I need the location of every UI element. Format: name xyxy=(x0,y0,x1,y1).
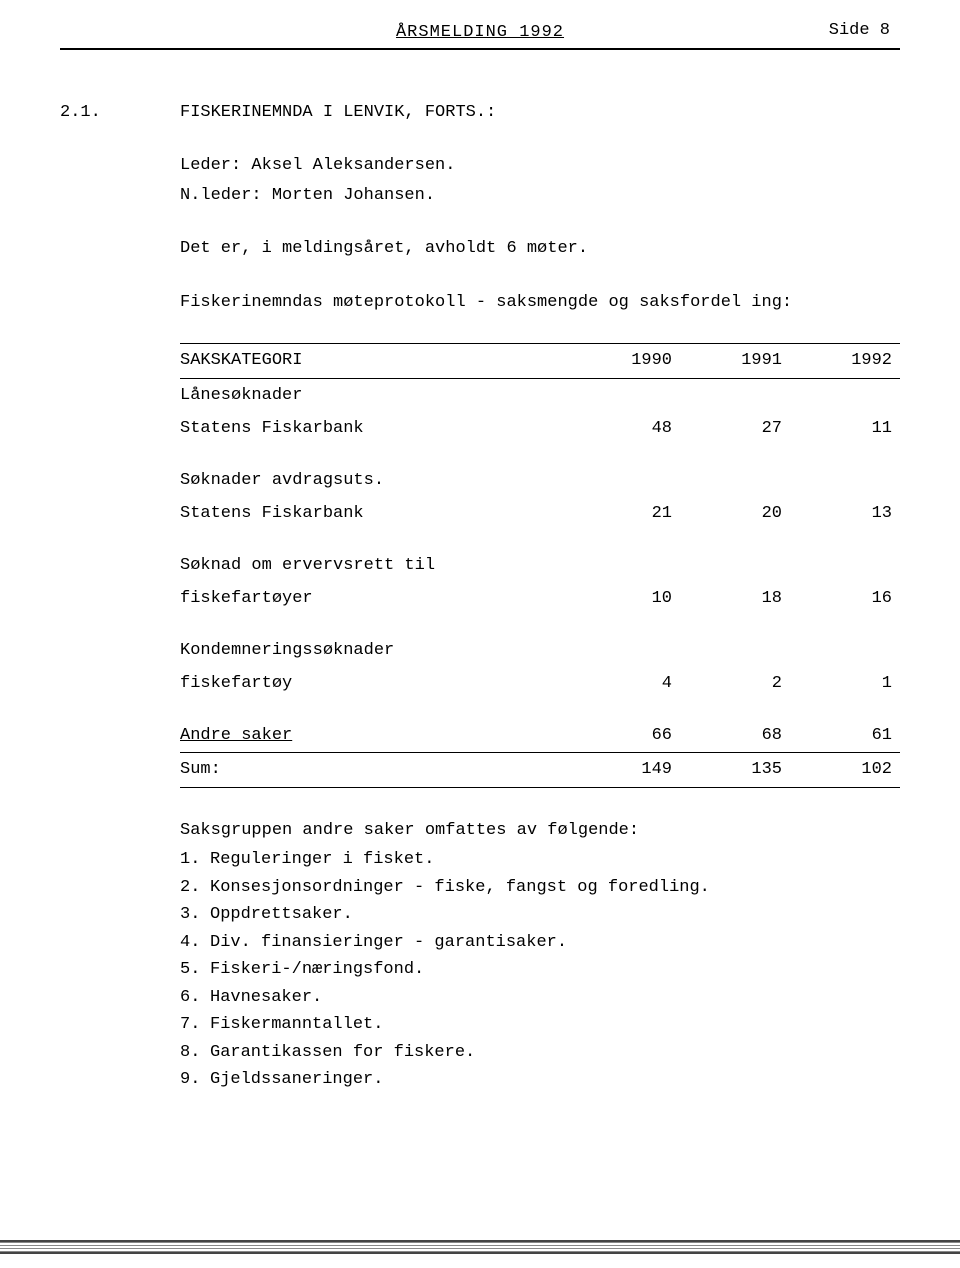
list-item-text: Fiskeri-/næringsfond. xyxy=(210,957,424,983)
list-item-number: 1. xyxy=(180,847,210,873)
list-item: 7.Fiskermanntallet. xyxy=(180,1012,900,1038)
table-row: Statens Fiskarbank 48 27 11 xyxy=(180,412,900,446)
header-title: ÅRSMELDING 1992 xyxy=(60,20,900,46)
table-row: Søknad om ervervsrett til xyxy=(180,549,900,583)
list-item-text: Havnesaker. xyxy=(210,985,322,1011)
nleder-line: N.leder: Morten Johansen. xyxy=(180,183,900,209)
table-spacer xyxy=(180,531,900,549)
page-header: ÅRSMELDING 1992 Side 8 xyxy=(60,20,900,50)
col-1992: 1992 xyxy=(790,344,900,379)
list-item-number: 4. xyxy=(180,930,210,956)
col-sakskategori: SAKSKATEGORI xyxy=(180,344,570,379)
table-row-andre: Andre saker 66 68 61 xyxy=(180,719,900,753)
saksgruppe-block: Saksgruppen andre saker omfattes av følg… xyxy=(180,818,900,1093)
list-item-text: Div. finansieringer - garantisaker. xyxy=(210,930,567,956)
list-item-number: 2. xyxy=(180,875,210,901)
list-item: 9.Gjeldssaneringer. xyxy=(180,1067,900,1093)
table-spacer xyxy=(180,616,900,634)
meetings-line: Det er, i meldingsåret, avholdt 6 møter. xyxy=(180,236,900,262)
protokoll-intro: Fiskerinemndas møteprotokoll - saksmengd… xyxy=(180,290,900,316)
list-item-text: Gjeldssaneringer. xyxy=(210,1067,383,1093)
list-item: 2.Konsesjonsordninger - fiske, fangst og… xyxy=(180,875,900,901)
list-item-text: Garantikassen for fiskere. xyxy=(210,1040,475,1066)
list-item-text: Reguleringer i fisket. xyxy=(210,847,434,873)
footer-divider xyxy=(0,1240,960,1254)
table-spacer xyxy=(180,701,900,719)
list-item-number: 8. xyxy=(180,1040,210,1066)
list-item: 8.Garantikassen for fiskere. xyxy=(180,1040,900,1066)
table-row: Søknader avdragsuts. xyxy=(180,464,900,498)
list-item-number: 9. xyxy=(180,1067,210,1093)
leder-line: Leder: Aksel Aleksandersen. xyxy=(180,153,900,179)
list-item-number: 7. xyxy=(180,1012,210,1038)
page-number: Side 8 xyxy=(829,18,890,44)
table-row: Kondemneringssøknader xyxy=(180,634,900,668)
leader-block: Leder: Aksel Aleksandersen. N.leder: Mor… xyxy=(180,153,900,315)
saksgruppe-list: 1.Reguleringer i fisket.2.Konsesjonsordn… xyxy=(180,847,900,1093)
list-item: 4.Div. finansieringer - garantisaker. xyxy=(180,930,900,956)
list-item: 6.Havnesaker. xyxy=(180,985,900,1011)
table-header-row: SAKSKATEGORI 1990 1991 1992 xyxy=(180,344,900,379)
section-number: 2.1. xyxy=(60,100,180,126)
table-row: fiskefartøyer 10 18 16 xyxy=(180,582,900,616)
saksgruppe-intro: Saksgruppen andre saker omfattes av følg… xyxy=(180,818,900,844)
list-item-number: 5. xyxy=(180,957,210,983)
list-item-text: Fiskermanntallet. xyxy=(210,1012,383,1038)
list-item-text: Konsesjonsordninger - fiske, fangst og f… xyxy=(210,875,710,901)
list-item-number: 6. xyxy=(180,985,210,1011)
table-row: Statens Fiskarbank 21 20 13 xyxy=(180,497,900,531)
section-title: FISKERINEMNDA I LENVIK, FORTS.: xyxy=(180,100,900,126)
table-row: Lånesøknader xyxy=(180,378,900,412)
list-item: 3.Oppdrettsaker. xyxy=(180,902,900,928)
list-item: 5.Fiskeri-/næringsfond. xyxy=(180,957,900,983)
table-row: fiskefartøy 4 2 1 xyxy=(180,667,900,701)
table-spacer xyxy=(180,446,900,464)
section-heading-row: 2.1. FISKERINEMNDA I LENVIK, FORTS.: xyxy=(60,100,900,126)
col-1991: 1991 xyxy=(680,344,790,379)
list-item-number: 3. xyxy=(180,902,210,928)
list-item-text: Oppdrettsaker. xyxy=(210,902,353,928)
list-item: 1.Reguleringer i fisket. xyxy=(180,847,900,873)
col-1990: 1990 xyxy=(570,344,680,379)
table-row-sum: Sum: 149 135 102 xyxy=(180,753,900,788)
saks-table: SAKSKATEGORI 1990 1991 1992 Lånesøknader… xyxy=(180,343,900,788)
